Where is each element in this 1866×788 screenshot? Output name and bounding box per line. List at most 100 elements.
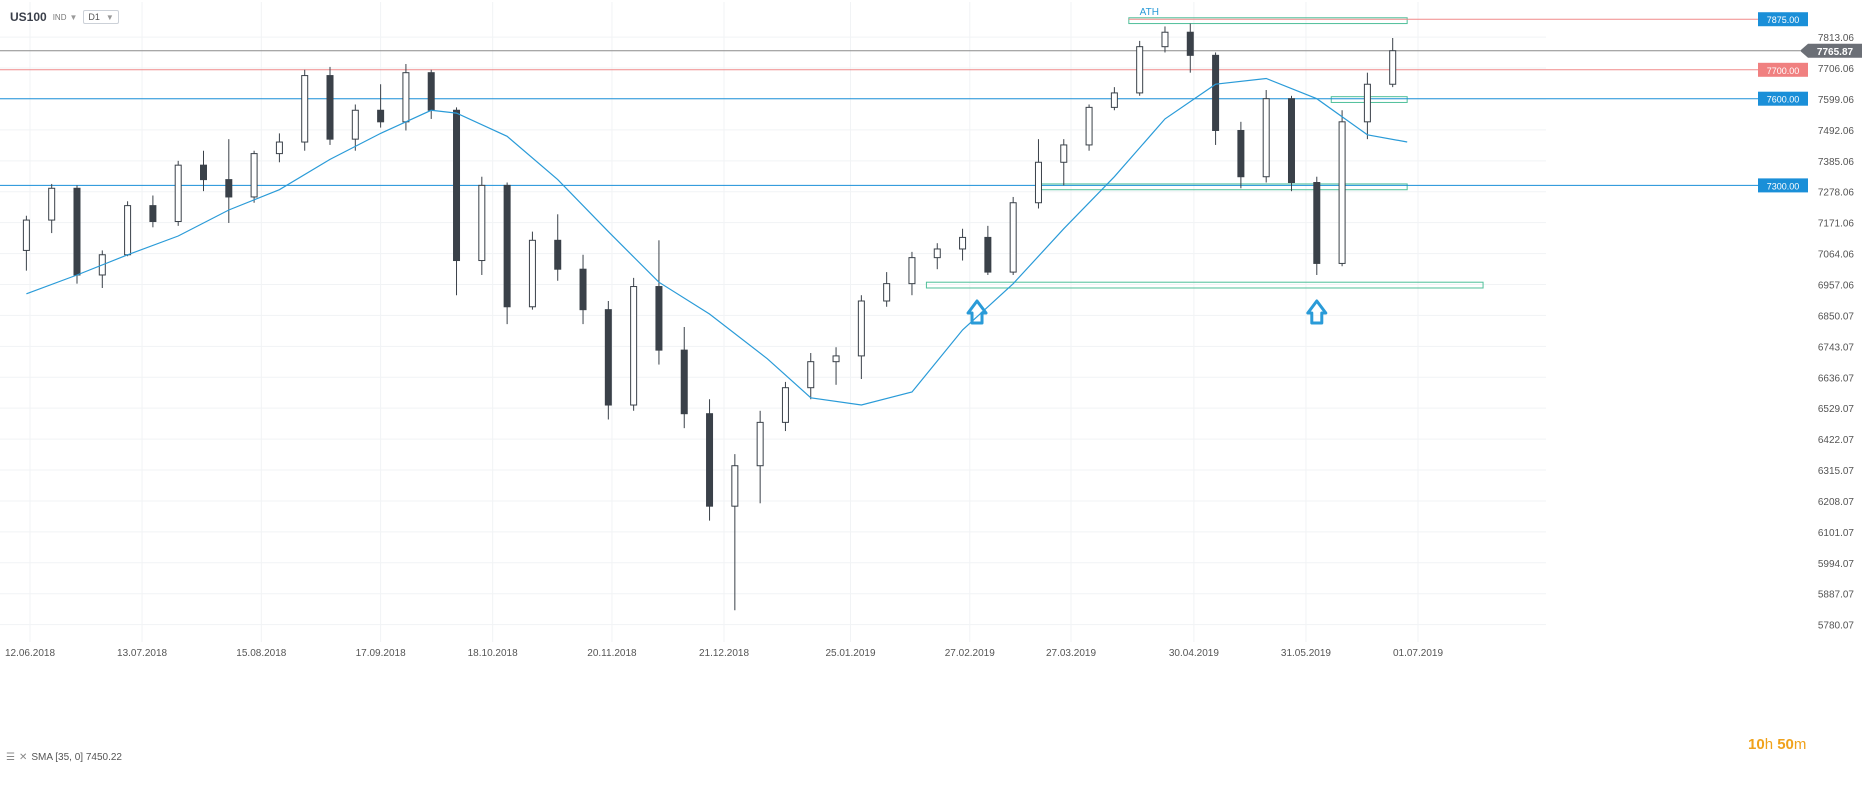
support-zone	[1128, 17, 1408, 25]
y-tick-label: 7813.06	[1818, 33, 1855, 44]
candle-body	[1262, 98, 1270, 178]
candle-body	[1136, 46, 1144, 94]
y-tick-label: 6850.07	[1818, 311, 1855, 322]
up-arrow-shape	[1306, 299, 1328, 325]
current-price-badge	[1800, 43, 1862, 58]
x-tick-label: 12.06.2018	[5, 648, 55, 659]
support-zone	[925, 281, 1484, 289]
countdown-minutes-unit: m	[1793, 736, 1807, 753]
countdown-minutes: 50	[1777, 736, 1794, 753]
level-badge	[1758, 178, 1808, 193]
candle-body	[1009, 202, 1017, 273]
candle-body	[883, 283, 891, 302]
candle-body	[200, 164, 207, 181]
candle-body	[402, 72, 410, 123]
candle-body	[984, 236, 992, 273]
instrument-type-dropdown[interactable]: IND ▼	[53, 13, 78, 22]
indicator-legend: ☰ ✕ SMA [35, 0] 7450.22	[6, 752, 122, 763]
up-arrow-shape	[966, 299, 988, 325]
candle-body	[453, 109, 461, 262]
indicator-close-icon[interactable]: ✕	[18, 752, 28, 763]
candle-body	[275, 141, 283, 155]
x-tick-label: 18.10.2018	[468, 648, 518, 659]
x-tick-label: 31.05.2019	[1281, 648, 1331, 659]
candle-body	[857, 300, 865, 357]
candle-body	[1338, 121, 1346, 264]
level-badge-label: 7300.00	[1767, 181, 1800, 191]
y-tick-label: 6315.07	[1818, 466, 1855, 477]
y-tick-label: 7706.06	[1818, 64, 1855, 75]
candle-body	[706, 413, 714, 507]
candle-body	[73, 187, 81, 276]
candle-body	[1287, 98, 1295, 184]
x-tick-label: 30.04.2019	[1169, 648, 1219, 659]
candle-body	[680, 349, 688, 415]
candle-body	[1212, 54, 1220, 131]
chevron-down-icon: ▼	[105, 12, 114, 22]
y-tick-label: 6636.07	[1818, 373, 1855, 384]
grid	[0, 2, 1546, 642]
candle-body	[1085, 106, 1093, 146]
indicator-settings-icon[interactable]: ☰	[6, 752, 15, 763]
candle-body	[503, 184, 511, 308]
symbol-label[interactable]: US100	[10, 10, 47, 24]
timeframe-label: D1	[88, 12, 100, 22]
countdown-hours-unit: h	[1764, 736, 1774, 753]
chart-toolbar: US100 IND ▼ D1 ▼	[10, 10, 119, 24]
candle-body	[781, 387, 789, 423]
candle-body	[655, 286, 663, 351]
candle-body	[756, 421, 764, 467]
x-tick-label: 15.08.2018	[236, 648, 286, 659]
x-tick-label: 27.03.2019	[1046, 648, 1096, 659]
instrument-type-label: IND	[52, 12, 67, 22]
level-badge-label: 7600.00	[1767, 95, 1800, 105]
up-arrow-icon	[1306, 299, 1328, 325]
countdown-hours: 10	[1748, 736, 1765, 753]
candle-body	[630, 286, 638, 406]
candle-body	[48, 187, 56, 221]
horizontal-levels	[0, 18, 1758, 186]
y-tick-label: 6101.07	[1818, 528, 1855, 539]
candles	[22, 23, 1397, 611]
y-tick-label: 5887.07	[1818, 590, 1855, 601]
x-tick-label: 20.11.2018	[587, 648, 637, 659]
x-tick-label: 21.12.2018	[699, 648, 749, 659]
y-tick-label: 6529.07	[1818, 404, 1855, 415]
candle-body	[604, 309, 612, 406]
y-tick-label: 7385.06	[1818, 157, 1855, 168]
candle-body	[807, 361, 815, 389]
y-axis: 7813.06 7706.06 7599.06 7492.06 7385.06 7278.…	[1758, 12, 1862, 632]
y-tick-label: 7171.06	[1818, 219, 1855, 230]
current-price-label: 7765.87	[1817, 47, 1854, 58]
y-tick-label: 6743.07	[1818, 342, 1855, 353]
y-tick-label: 5780.07	[1818, 621, 1855, 632]
y-tick-label: 7492.06	[1818, 126, 1855, 137]
y-tick-label: 7064.06	[1818, 250, 1855, 261]
x-axis: 12.06.2018 13.07.2018 15.08.2018 17.09.2018…	[5, 648, 1443, 659]
zones	[925, 17, 1484, 289]
candle-body	[1034, 161, 1042, 204]
level-badge-label: 7700.00	[1767, 66, 1800, 76]
y-tick-label: 7278.06	[1818, 188, 1855, 199]
x-tick-label: 27.02.2019	[945, 648, 995, 659]
timeframe-dropdown[interactable]: D1 ▼	[83, 10, 119, 24]
candle-body	[427, 72, 435, 111]
candle-body	[959, 236, 967, 250]
candle-body	[174, 164, 182, 223]
chevron-down-icon: ▼	[69, 12, 78, 22]
candle-body	[554, 239, 562, 270]
y-tick-label: 6422.07	[1818, 435, 1855, 446]
sma-series	[26, 77, 1408, 406]
sma-line	[26, 77, 1408, 406]
candle-body	[149, 205, 157, 223]
candle-body	[579, 268, 587, 311]
candle-body	[301, 75, 309, 143]
candle-body	[1186, 31, 1194, 56]
candle-body	[351, 109, 359, 140]
candle-body	[731, 465, 739, 507]
y-tick-label: 6208.07	[1818, 497, 1855, 508]
x-tick-label: 01.07.2019	[1393, 648, 1443, 659]
candle-body	[1110, 92, 1118, 108]
x-tick-label: 17.09.2018	[356, 648, 406, 659]
